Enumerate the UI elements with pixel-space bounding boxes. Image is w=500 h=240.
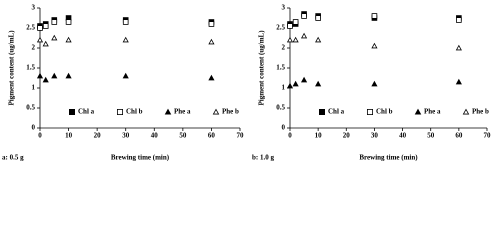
point	[371, 80, 378, 87]
point	[122, 19, 129, 25]
x-tick-label: 70	[484, 132, 492, 140]
y-tick-label: 3	[282, 4, 286, 12]
legend-marker	[69, 109, 76, 116]
y-tick-label: 0.5	[26, 104, 35, 112]
y-axis-label: Pigment content (ug/mL)	[8, 30, 16, 106]
x-tick-label: 60	[455, 132, 463, 140]
legend-marker	[212, 108, 220, 115]
point	[51, 19, 58, 25]
legend-marker	[462, 108, 470, 115]
y-tick-label: 2	[282, 44, 286, 52]
point	[287, 23, 293, 29]
point	[208, 21, 215, 27]
panel-label: a: 0.5 g	[2, 154, 24, 162]
legend-label: Phe b	[472, 108, 489, 116]
y-tick-label: 1.5	[26, 64, 35, 72]
point	[42, 23, 49, 29]
legend-marker	[318, 109, 325, 116]
point	[65, 36, 72, 43]
y-tick-label: 2.5	[26, 24, 35, 32]
legend-label: Phe a	[174, 108, 191, 116]
panel-label: b: 1.0 g	[252, 154, 274, 162]
legend-label: Chl a	[78, 108, 95, 116]
point	[65, 19, 72, 25]
point	[292, 19, 299, 25]
point	[42, 40, 49, 47]
y-tick-label: 3	[32, 4, 36, 12]
legend-label: Phe a	[424, 108, 441, 116]
point	[208, 38, 215, 45]
x-tick-label: 50	[427, 132, 435, 140]
point	[456, 17, 462, 23]
y-tick-label: 1.5	[276, 64, 285, 72]
x-axis-label: Brewing time (min)	[111, 154, 170, 162]
x-axis-label: Brewing time (min)	[359, 154, 418, 162]
point	[42, 76, 49, 83]
x-tick-label: 30	[371, 132, 379, 140]
point	[300, 32, 308, 39]
x-tick-label: 70	[237, 132, 245, 140]
point	[65, 72, 72, 79]
x-tick-label: 20	[343, 132, 351, 140]
point	[36, 36, 44, 43]
x-tick-label: 0	[288, 132, 292, 140]
legend-marker	[164, 108, 172, 115]
y-tick-label: 0	[32, 124, 36, 132]
point	[292, 36, 299, 43]
point	[315, 36, 322, 43]
point	[51, 72, 58, 79]
y-tick-label: 2	[32, 44, 36, 52]
y-tick-label: 2.5	[276, 24, 285, 32]
legend-label: Chl a	[328, 108, 345, 116]
point	[300, 76, 308, 83]
point	[315, 15, 321, 21]
y-tick-label: 0.5	[276, 104, 285, 112]
legend-label: Chl b	[376, 108, 393, 116]
point	[286, 82, 294, 89]
point	[371, 42, 378, 49]
x-tick-label: 10	[65, 132, 73, 140]
legend-marker	[414, 108, 422, 115]
y-tick-label: 0	[282, 124, 286, 132]
legend-label: Chl b	[126, 108, 143, 116]
x-tick-label: 40	[151, 132, 159, 140]
point	[455, 78, 462, 85]
x-tick-label: 20	[94, 132, 102, 140]
x-tick-label: 40	[399, 132, 407, 140]
point	[51, 34, 58, 41]
point	[371, 13, 378, 19]
point	[37, 25, 43, 31]
point	[122, 72, 129, 79]
point	[122, 36, 129, 43]
point	[315, 80, 322, 87]
y-tick-label: 1	[32, 84, 36, 92]
y-axis-label: Pigment content (ug/mL)	[258, 30, 266, 106]
legend-marker	[366, 109, 373, 116]
x-tick-label: 30	[122, 132, 130, 140]
point	[286, 36, 294, 43]
x-tick-label: 10	[315, 132, 323, 140]
x-tick-label: 60	[208, 132, 216, 140]
legend-label: Phe b	[222, 108, 239, 116]
x-tick-label: 0	[38, 132, 42, 140]
point	[208, 74, 215, 81]
point	[455, 44, 462, 51]
legend-marker	[117, 109, 124, 116]
x-tick-label: 50	[179, 132, 187, 140]
point	[292, 80, 299, 87]
y-tick-label: 1	[282, 84, 286, 92]
point	[301, 13, 307, 19]
point	[36, 72, 44, 79]
